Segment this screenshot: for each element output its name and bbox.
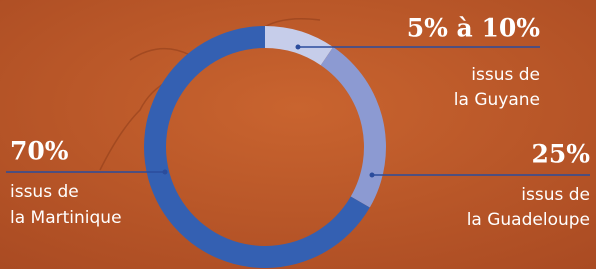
label-text: issus de xyxy=(10,182,79,202)
label-text: issus de xyxy=(521,185,590,205)
label-text: la Guyane xyxy=(454,90,540,110)
label-text: issus de xyxy=(471,65,540,85)
value-label: 5% à 10% xyxy=(407,14,541,43)
chart: 5% à 10% issus de la Guyane 25% issus de la G… xyxy=(0,0,596,269)
leader-dot xyxy=(296,45,301,50)
value-label: 70% xyxy=(10,137,69,166)
leader-dot xyxy=(370,173,375,178)
leader-dot xyxy=(163,170,168,175)
label-text: la Martinique xyxy=(10,208,122,228)
label-text: la Guadeloupe xyxy=(467,210,590,230)
value-label: 25% xyxy=(531,140,590,169)
